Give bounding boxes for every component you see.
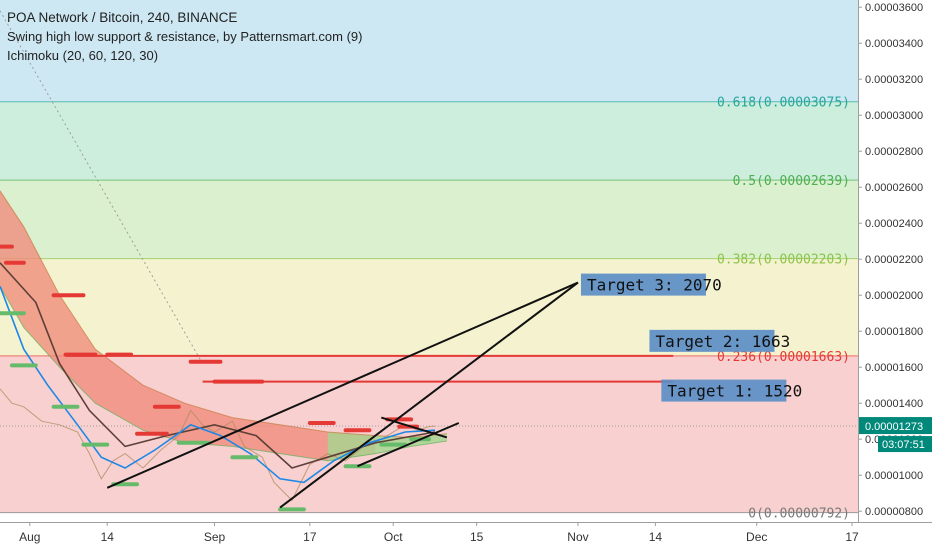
price-tick-label-1: 0.00003400 xyxy=(865,38,923,50)
fib-level-label-3: 0.5(0.00002639) xyxy=(733,174,850,189)
trend-line-1 xyxy=(279,281,579,509)
ichimoku-cloud-bearish xyxy=(0,190,376,461)
fib-zone-2 xyxy=(0,180,858,259)
price-tick-label-5: 0.00002600 xyxy=(865,182,923,194)
target-label-3: Target 3: 2070 xyxy=(587,276,722,295)
plot-area: 0(0.00000792) 0.236(0.00001663) 0.382(0.00… xyxy=(0,0,858,522)
time-tick-label-9: 17 xyxy=(845,530,859,544)
cloud-span-a xyxy=(0,190,447,438)
price-tick-label-2: 0.00003200 xyxy=(865,74,923,86)
trend-line-2 xyxy=(357,422,460,468)
price-tick-label-7: 0.00002200 xyxy=(865,254,923,266)
price-tick-label-0: 0.00003600 xyxy=(865,2,923,14)
trend-line-0 xyxy=(106,281,579,489)
indicator-ichimoku-label[interactable]: Ichimoku (20, 60, 120, 30) xyxy=(7,48,159,63)
price-tick-label-10: 0.00001600 xyxy=(865,362,923,374)
fib-level-label-2: 0.382(0.00002203) xyxy=(717,253,850,268)
fib-level-label-0: 0(0.00000792) xyxy=(748,507,850,522)
fib-zone-4 xyxy=(0,0,858,102)
price-tick-label-11: 0.00001400 xyxy=(865,398,923,410)
price-tick-label-9: 0.00001800 xyxy=(865,326,923,338)
chart-legend: POA Network / Bitcoin, 240, BINANCE Swin… xyxy=(7,8,362,65)
fib-level-label-4: 0.618(0.00003075) xyxy=(717,96,850,111)
fib-level-label-1: 0.236(0.00001663) xyxy=(717,350,850,365)
price-tick-label-8: 0.00002000 xyxy=(865,290,923,302)
kijun-line xyxy=(0,262,436,469)
price-tick-label-13: 0.00001000 xyxy=(865,470,923,482)
target-box-2 xyxy=(649,329,775,352)
symbol-title[interactable]: POA Network / Bitcoin, 240, BINANCE xyxy=(7,10,238,25)
trend-line-3 xyxy=(381,416,448,439)
time-tick-label-3: 17 xyxy=(303,530,317,544)
target-label-1: Target 1: 1520 xyxy=(667,382,802,401)
price-tick-label-3: 0.00003000 xyxy=(865,110,923,122)
target-box-1 xyxy=(661,379,787,402)
price-tick-label-4: 0.00002800 xyxy=(865,146,923,158)
price-tick-label-6: 0.00002400 xyxy=(865,218,923,230)
time-tick-label-6: Nov xyxy=(567,530,588,544)
last-price-value: 0.00001273 xyxy=(865,421,923,433)
countdown-tag xyxy=(878,436,932,453)
time-tick-label-2: Sep xyxy=(204,530,226,544)
indicator-swing-label[interactable]: Swing high low support & resistance, by … xyxy=(7,29,363,44)
target-label-2: Target 2: 1663 xyxy=(655,332,790,351)
fib-zone-3 xyxy=(0,101,858,181)
time-tick-label-1: 14 xyxy=(101,530,115,544)
time-tick-label-7: 14 xyxy=(649,530,663,544)
time-tick-label-5: 15 xyxy=(470,530,484,544)
countdown-value: 03:07:51 xyxy=(882,439,925,451)
last-price-tag xyxy=(859,417,932,435)
time-tick-label-8: Dec xyxy=(746,530,767,544)
target-box-3 xyxy=(580,273,706,296)
price-tick-label-14: 0.00000800 xyxy=(865,506,923,518)
time-tick-label-4: Oct xyxy=(384,530,403,544)
time-tick-label-0: Aug xyxy=(19,530,40,544)
